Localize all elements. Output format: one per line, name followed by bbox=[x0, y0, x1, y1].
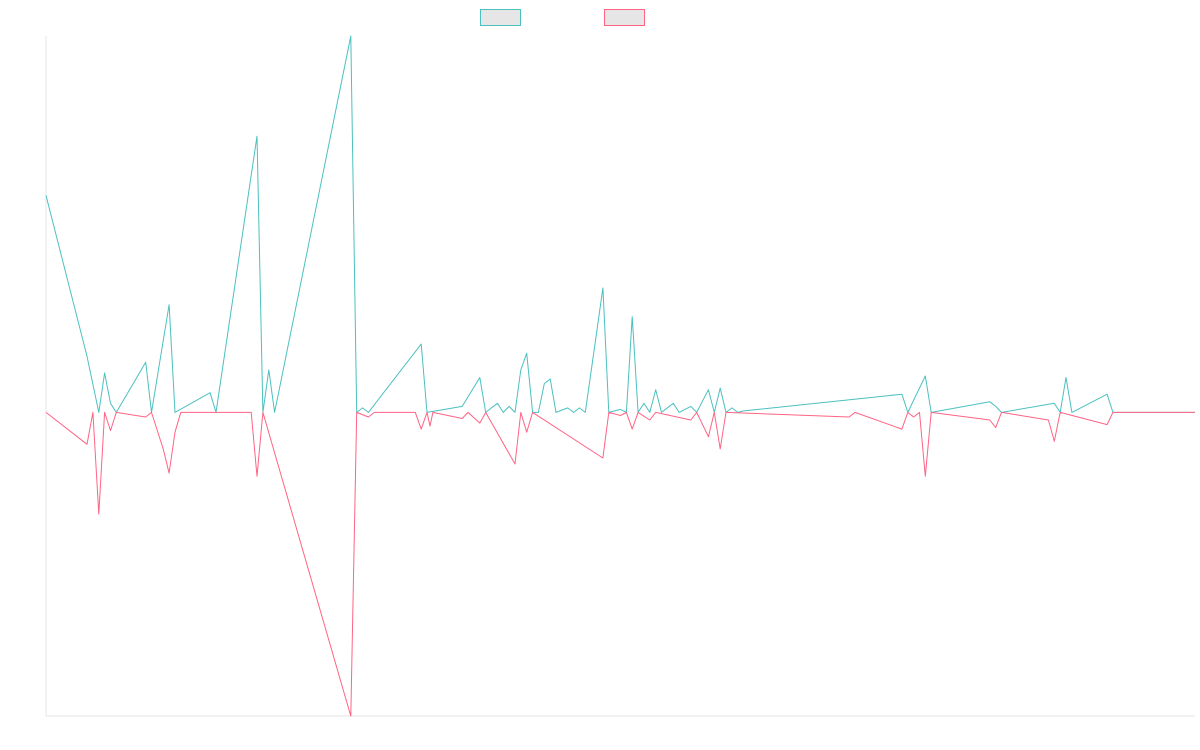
series-layer bbox=[45, 35, 1195, 717]
series-line-1 bbox=[45, 35, 1195, 413]
legend-swatch-2[interactable] bbox=[604, 9, 645, 26]
legend-swatch-1[interactable] bbox=[480, 9, 521, 26]
legend[interactable] bbox=[480, 9, 645, 26]
series-line-2 bbox=[45, 411, 1195, 717]
axes bbox=[45, 36, 1195, 717]
